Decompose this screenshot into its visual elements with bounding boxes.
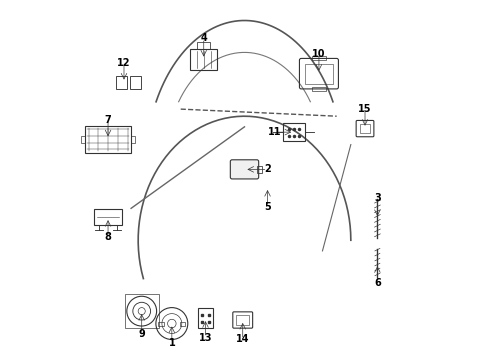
Text: 14: 14 bbox=[236, 334, 249, 345]
Bar bbox=[116, 76, 126, 89]
Text: 6: 6 bbox=[373, 278, 380, 288]
Text: 3: 3 bbox=[373, 193, 380, 203]
Bar bbox=[131, 136, 135, 143]
Bar bbox=[304, 64, 332, 84]
Bar bbox=[81, 136, 85, 143]
Text: 11: 11 bbox=[267, 127, 281, 137]
Text: 8: 8 bbox=[104, 232, 111, 242]
FancyBboxPatch shape bbox=[230, 160, 258, 179]
Bar bbox=[197, 308, 213, 328]
Bar bbox=[283, 123, 304, 141]
Bar bbox=[179, 322, 185, 326]
Bar bbox=[124, 294, 159, 328]
Bar bbox=[236, 315, 248, 325]
Text: 15: 15 bbox=[358, 104, 371, 114]
Bar bbox=[311, 87, 325, 91]
Bar bbox=[85, 126, 131, 153]
Text: 5: 5 bbox=[264, 202, 270, 212]
Bar bbox=[197, 42, 210, 49]
Text: 4: 4 bbox=[200, 33, 207, 43]
Bar bbox=[190, 49, 217, 70]
Text: 9: 9 bbox=[138, 329, 145, 339]
Text: 1: 1 bbox=[168, 338, 175, 348]
Bar bbox=[130, 76, 141, 89]
Text: 10: 10 bbox=[311, 49, 325, 59]
Bar bbox=[256, 166, 262, 173]
Bar bbox=[359, 124, 369, 133]
Text: 13: 13 bbox=[198, 333, 212, 343]
Bar bbox=[158, 322, 163, 326]
Bar bbox=[94, 210, 122, 225]
Text: 12: 12 bbox=[117, 58, 130, 68]
Text: 2: 2 bbox=[264, 165, 270, 174]
Bar bbox=[311, 56, 325, 60]
Text: 7: 7 bbox=[104, 115, 111, 125]
